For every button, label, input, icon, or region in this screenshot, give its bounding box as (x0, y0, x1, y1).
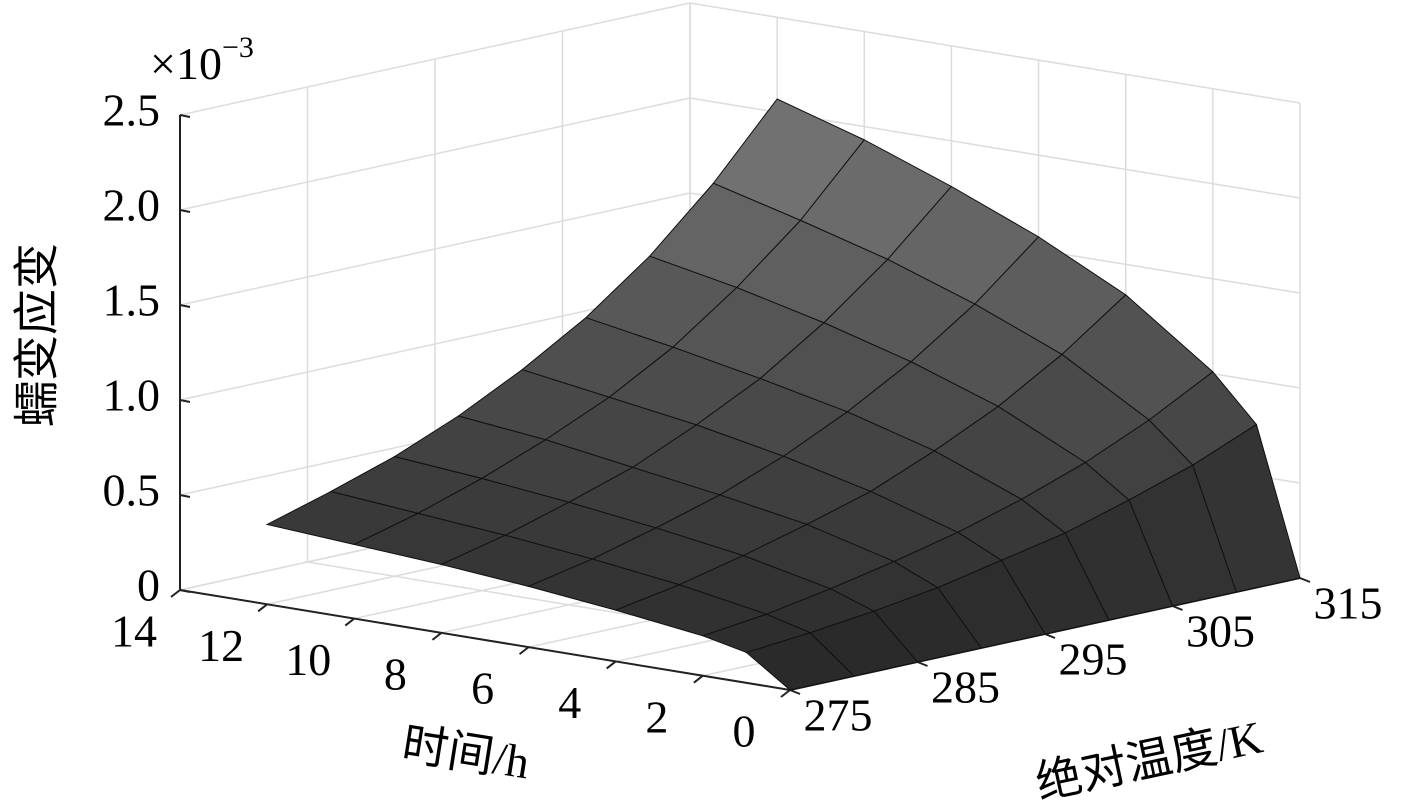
x-tick-label: 2 (645, 691, 668, 742)
tick-mark (693, 674, 704, 684)
x-tick-label: 8 (384, 648, 407, 699)
z-tick-label: 2.0 (103, 180, 161, 231)
y-tick-label: 275 (804, 690, 873, 741)
x-tick-label: 12 (198, 620, 244, 671)
x-tick-label: 10 (285, 634, 331, 685)
z-multiplier-base: ×10 (150, 38, 222, 89)
tick-mark (179, 304, 191, 308)
axis-line (179, 589, 791, 691)
tick-mark (1299, 577, 1311, 583)
x-tick-label: 6 (471, 663, 494, 714)
tick-mark (1172, 605, 1183, 611)
y-tick-label: 305 (1186, 606, 1255, 657)
y-tick-label: 285 (931, 662, 1000, 713)
grid-line (179, 97, 691, 211)
tick-mark (518, 646, 530, 655)
z-tick-label: 0 (137, 560, 160, 611)
z-tick-label: 0.5 (103, 465, 161, 516)
z-tick-label: 1.0 (103, 370, 161, 421)
z-axis-label: 蠕变应变 (12, 243, 63, 427)
tick-mark (170, 589, 181, 598)
y-tick-label: 315 (1314, 578, 1383, 629)
grid-line (179, 2, 691, 116)
tick-mark (257, 603, 268, 613)
tick-mark (789, 689, 801, 695)
grid-line (689, 2, 1301, 104)
tick-mark (179, 399, 191, 403)
surface (265, 98, 1301, 691)
grid-line (179, 192, 691, 306)
x-tick-label: 0 (733, 706, 756, 757)
surface-patch (745, 632, 855, 691)
tick-mark (344, 617, 355, 627)
tick-mark (917, 661, 928, 667)
z-multiplier: ×10−3 (150, 31, 254, 89)
tick-mark (179, 589, 191, 593)
y-tick-label: 295 (1059, 634, 1128, 685)
tick-mark (431, 632, 443, 641)
tick-mark (179, 494, 191, 498)
x-tick-label: 14 (111, 606, 157, 657)
z-multiplier-exponent: −3 (222, 31, 254, 64)
tick-mark (780, 689, 791, 698)
labels: ×10−3 蠕变应变 时间/h 绝对温度/K 02468101214275285… (12, 31, 1383, 809)
tick-mark (179, 114, 191, 118)
tick-mark (606, 660, 617, 670)
z-tick-label: 1.5 (103, 275, 161, 326)
z-tick-label: 2.5 (103, 85, 161, 136)
tick-mark (179, 209, 191, 213)
x-tick-label: 4 (558, 677, 581, 728)
tick-mark (1044, 633, 1056, 639)
